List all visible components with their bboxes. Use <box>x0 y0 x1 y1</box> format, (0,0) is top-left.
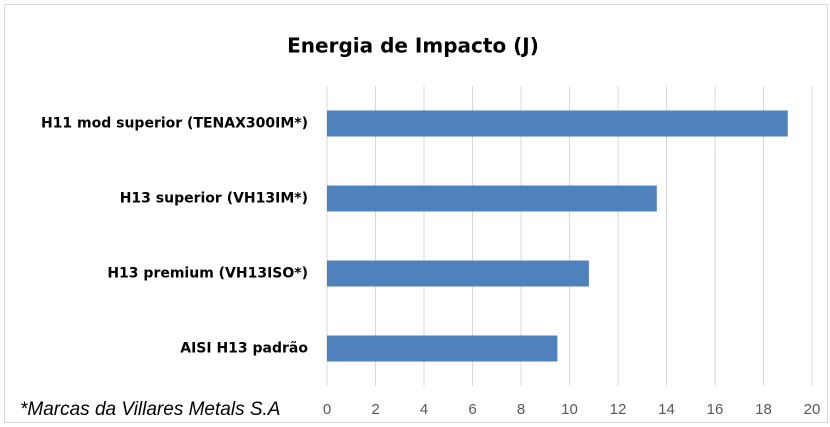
bar <box>327 110 788 137</box>
x-tick-label: 16 <box>707 401 724 418</box>
x-tick-label: 8 <box>517 401 525 418</box>
chart-title: Energia de Impacto (J) <box>287 34 539 58</box>
x-tick-label: 6 <box>468 401 476 418</box>
x-tick-label: 10 <box>561 401 578 418</box>
x-tick-label: 20 <box>804 401 821 418</box>
x-tick-label: 18 <box>755 401 772 418</box>
bar <box>327 185 657 212</box>
x-tick-label: 0 <box>323 401 331 418</box>
footnote: *Marcas da Villares Metals S.A <box>20 399 280 420</box>
y-tick-label: H13 premium (VH13ISO*) <box>107 266 308 282</box>
x-tick-label: 12 <box>610 401 627 418</box>
y-tick-label: H11 mod superior (TENAX300IM*) <box>41 116 308 132</box>
bar <box>327 335 558 362</box>
y-tick-label: H13 superior (VH13IM*) <box>120 191 308 207</box>
x-tick-label: 14 <box>658 401 675 418</box>
x-tick-label: 4 <box>420 401 428 418</box>
bar <box>327 260 589 287</box>
y-tick-label: AISI H13 padrão <box>180 341 308 357</box>
x-tick-label: 2 <box>371 401 379 418</box>
